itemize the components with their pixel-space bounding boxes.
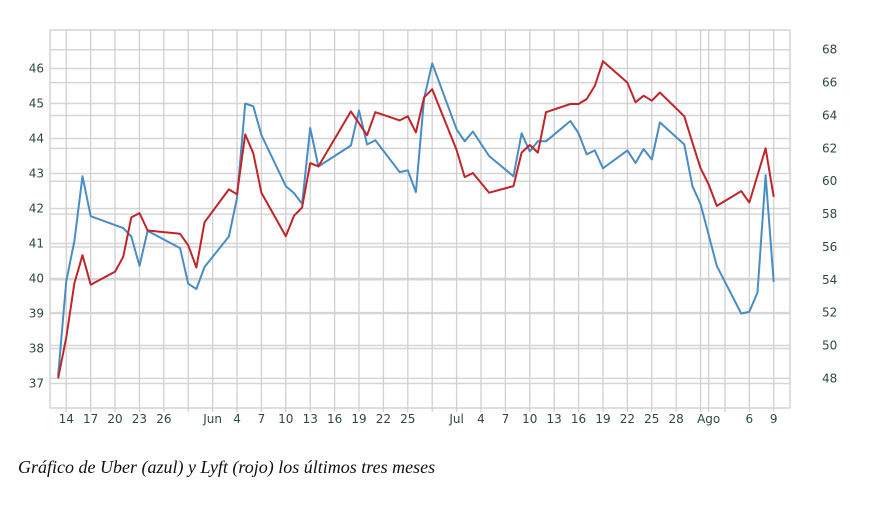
x-tick-label: 16 (327, 412, 342, 426)
x-tick-label: 25 (400, 412, 415, 426)
axis-labels: 3738394041424344454648505254565860626466… (29, 43, 838, 426)
y-right-tick-label: 56 (822, 240, 837, 254)
x-tick-label: 19 (351, 412, 366, 426)
y-left-tick-label: 42 (29, 202, 44, 216)
y-left-tick-label: 39 (29, 307, 44, 321)
x-tick-label: 22 (376, 412, 391, 426)
x-tick-label: 17 (83, 412, 98, 426)
y-right-tick-label: 64 (822, 108, 837, 122)
plot-frame (49, 29, 791, 409)
y-right-tick-label: 50 (822, 339, 837, 353)
y-right-tick-label: 58 (822, 207, 837, 221)
y-left-tick-label: 43 (29, 167, 44, 181)
x-tick-label: 6 (746, 412, 754, 426)
y-left-tick-label: 40 (29, 272, 44, 286)
x-tick-label: 7 (502, 412, 510, 426)
y-right-tick-label: 48 (822, 371, 837, 385)
y-left-tick-label: 45 (29, 97, 44, 111)
stock-line-chart: 3738394041424344454648505254565860626466… (29, 29, 838, 426)
x-tick-label: Jun (202, 412, 222, 426)
x-tick-label: 13 (547, 412, 562, 426)
y-left-tick-label: 46 (29, 62, 44, 76)
chart-caption: Gráfico de Uber (azul) y Lyft (rojo) los… (18, 457, 436, 477)
y-right-tick-label: 68 (822, 43, 837, 57)
x-tick-label: 13 (303, 412, 318, 426)
x-tick-label: 25 (644, 412, 659, 426)
y-left-tick-label: 37 (29, 377, 44, 391)
y-left-tick-label: 41 (29, 237, 44, 251)
y-left-tick-label: 38 (29, 342, 44, 356)
x-tick-label: 23 (132, 412, 147, 426)
uber-line (57, 62, 775, 376)
series-lines (57, 60, 775, 379)
y-right-tick-label: 66 (822, 76, 837, 90)
y-right-tick-label: 62 (822, 141, 837, 155)
x-tick-label: 22 (620, 412, 635, 426)
x-tick-label: 9 (770, 412, 778, 426)
x-tick-label: 10 (522, 412, 537, 426)
y-left-tick-label: 44 (29, 132, 44, 146)
x-tick-label: 4 (233, 412, 241, 426)
grid (49, 29, 791, 412)
x-tick-label: 20 (107, 412, 122, 426)
x-tick-label: 28 (669, 412, 684, 426)
x-tick-label: 7 (258, 412, 266, 426)
x-tick-label: Jul (448, 412, 463, 426)
y-right-tick-label: 54 (822, 273, 837, 287)
lyft-line (57, 60, 775, 379)
x-tick-label: 10 (278, 412, 293, 426)
x-tick-label: 14 (59, 412, 74, 426)
x-tick-label: 26 (156, 412, 171, 426)
x-tick-label: 19 (595, 412, 610, 426)
y-right-tick-label: 52 (822, 306, 837, 320)
x-tick-label: 16 (571, 412, 586, 426)
y-right-tick-label: 60 (822, 174, 837, 188)
x-tick-label: Ago (697, 412, 720, 426)
x-tick-label: 4 (477, 412, 485, 426)
